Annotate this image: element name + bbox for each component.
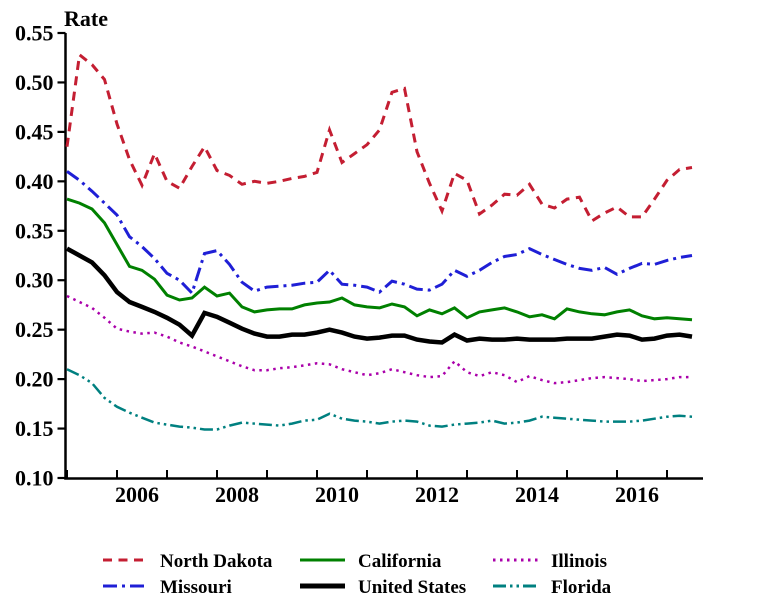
legend-label-florida: Florida [551, 577, 612, 598]
y-tick-label: 0.10 [15, 466, 54, 491]
series-line-california [66, 197, 693, 322]
x-tick-label: 2006 [115, 482, 159, 507]
x-tick-label: 2010 [315, 482, 359, 507]
x-tick-label: 2008 [215, 482, 259, 507]
y-tick-label: 0.40 [15, 169, 54, 194]
y-tick-label: 0.35 [15, 218, 54, 243]
y-tick-label: 0.30 [15, 268, 54, 293]
y-tick-label: 0.20 [15, 367, 54, 392]
legend-label-north-dakota: North Dakota [160, 551, 273, 572]
series-layer [65, 52, 693, 431]
legend-label-california: California [358, 551, 442, 572]
series-line-florida [66, 368, 693, 431]
axis-title-rate: Rate [64, 6, 108, 31]
y-tick-label: 0.50 [15, 70, 54, 95]
x-tick-label: 2016 [615, 482, 659, 507]
y-tick-label: 0.25 [15, 317, 54, 342]
legend-label-missouri: Missouri [160, 577, 232, 598]
chart-legend: North Dakota California Illinois Missouri Un… [103, 551, 612, 598]
legend-label-illinois: Illinois [551, 551, 607, 572]
y-tick-label: 0.45 [15, 119, 54, 144]
series-line-missouri [66, 170, 693, 296]
legend-label-united-states: United States [358, 577, 466, 598]
x-tick-label: 2014 [515, 482, 559, 507]
series-line-north-dakota [65, 52, 693, 224]
x-tick-label: 2012 [415, 482, 459, 507]
series-line-united-states [65, 246, 693, 345]
y-tick-label: 0.15 [15, 416, 54, 441]
y-tick-label: 0.55 [15, 21, 54, 46]
axes-layer: 0.10 0.15 0.20 0.25 0.30 0.35 0.40 0.45 0.50 0.55… [15, 21, 703, 507]
